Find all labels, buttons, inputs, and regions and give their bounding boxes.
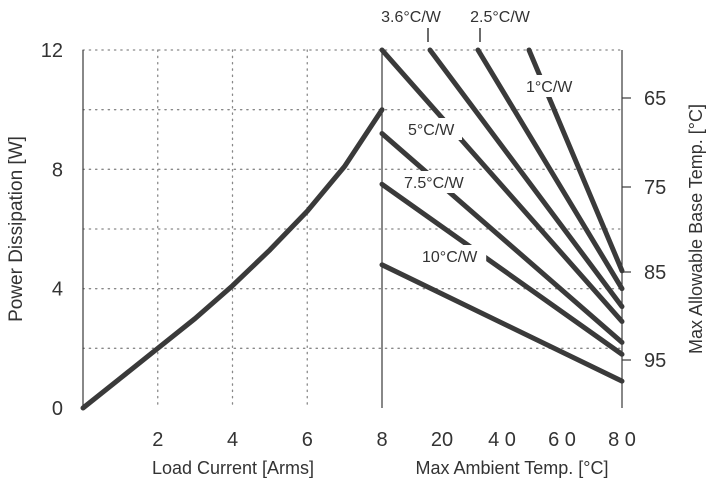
x-tick-label-ambient: 6 0 bbox=[548, 429, 576, 451]
derating-line-unlabeled bbox=[379, 47, 625, 324]
derating-line bbox=[379, 262, 625, 384]
x-tick-label: 2 bbox=[152, 429, 163, 451]
series-label: 5°C/W bbox=[408, 122, 455, 139]
y-tick-label: 8 bbox=[52, 159, 63, 181]
derating-line bbox=[475, 47, 625, 292]
derating-line bbox=[379, 131, 625, 345]
series-layer bbox=[80, 47, 625, 411]
series-label: 2.5°C/W bbox=[470, 9, 531, 26]
series-label-bg bbox=[405, 118, 462, 140]
right-y-axis-title: Max Allowable Base Temp. [°C] bbox=[686, 104, 706, 354]
series-label-bg bbox=[523, 75, 580, 97]
y-tick-label: 0 bbox=[52, 398, 63, 420]
x-tick-label-ambient: 20 bbox=[431, 429, 453, 451]
x-tick-label-ambient: 4 0 bbox=[488, 429, 516, 451]
x-tick-label: 4 bbox=[227, 429, 238, 451]
series-label-bg bbox=[401, 171, 479, 193]
right-y-tick-label: 95 bbox=[644, 350, 666, 372]
series-label: 10°C/W bbox=[422, 249, 478, 266]
x-axis-title-ambient: Max Ambient Temp. [°C] bbox=[416, 458, 609, 478]
y-axis-title: Power Dissipation [W] bbox=[6, 136, 27, 322]
power-curve bbox=[80, 107, 385, 411]
right-y-tick-label: 65 bbox=[644, 88, 666, 110]
x-tick-label-ambient: 8 0 bbox=[608, 429, 636, 451]
right-y-tick-label: 75 bbox=[644, 177, 666, 199]
derating-line bbox=[427, 47, 625, 310]
derating-line bbox=[379, 181, 625, 357]
x-axis-title: Load Current [Arms] bbox=[152, 458, 314, 478]
right-y-tick-label: 85 bbox=[644, 262, 666, 284]
series-label: 3.6°C/W bbox=[381, 9, 442, 26]
series-label-bg bbox=[419, 245, 487, 267]
series-label: 7.5°C/W bbox=[404, 175, 465, 192]
y-tick-label: 12 bbox=[41, 40, 63, 62]
label-layer: 0 4 8 12 2 4 6 8 20 4 0 6 0 8 0 65 75 85 95 Power Dissip… bbox=[6, 9, 706, 478]
x-tick-label: 6 bbox=[302, 429, 313, 451]
y-tick-label: 4 bbox=[52, 279, 63, 301]
series-label: 1°C/W bbox=[526, 79, 573, 96]
x-tick-label: 8 bbox=[376, 429, 387, 451]
